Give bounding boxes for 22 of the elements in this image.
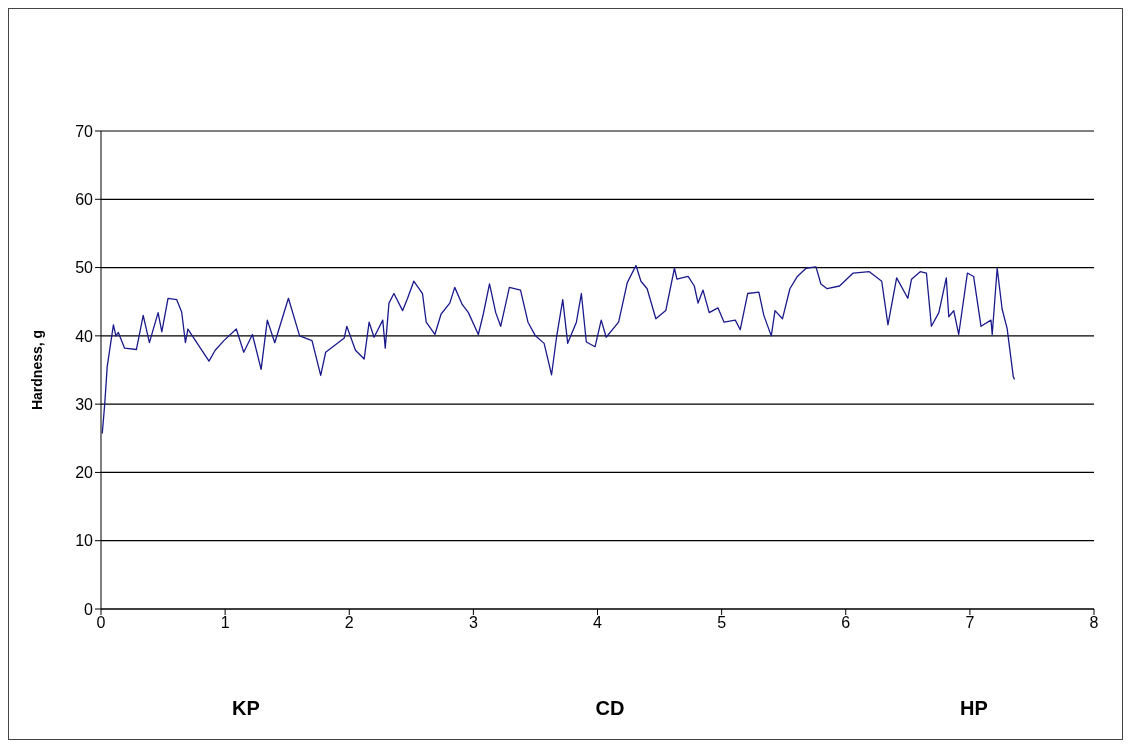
line-series xyxy=(101,264,1016,435)
y-tick-label: 60 xyxy=(75,190,94,208)
y-tick-label: 50 xyxy=(75,259,94,277)
x-tick-label: 8 xyxy=(1089,614,1099,632)
x-tick-label: 4 xyxy=(593,614,603,632)
y-tick-label: 10 xyxy=(75,532,94,550)
y-tick-label: 70 xyxy=(75,122,94,140)
text: HP xyxy=(959,697,989,720)
x-tick-label: 5 xyxy=(717,614,727,632)
y-tick-label: 30 xyxy=(75,395,94,413)
text: KP xyxy=(231,697,261,720)
x-tick-label: 7 xyxy=(965,614,975,632)
x-tick-label: 3 xyxy=(468,614,478,632)
x-tick-label: 2 xyxy=(344,614,354,632)
y-tick-label: 40 xyxy=(75,327,94,345)
text: CD xyxy=(594,697,626,720)
y-tick-label: 20 xyxy=(75,464,94,482)
y-axis-title: Hardness, g xyxy=(28,329,45,411)
x-tick-label: 6 xyxy=(841,614,851,632)
y-tick-label: 0 xyxy=(84,600,94,618)
x-tick-label: 1 xyxy=(220,614,230,632)
x-tick-label: 0 xyxy=(96,614,106,632)
